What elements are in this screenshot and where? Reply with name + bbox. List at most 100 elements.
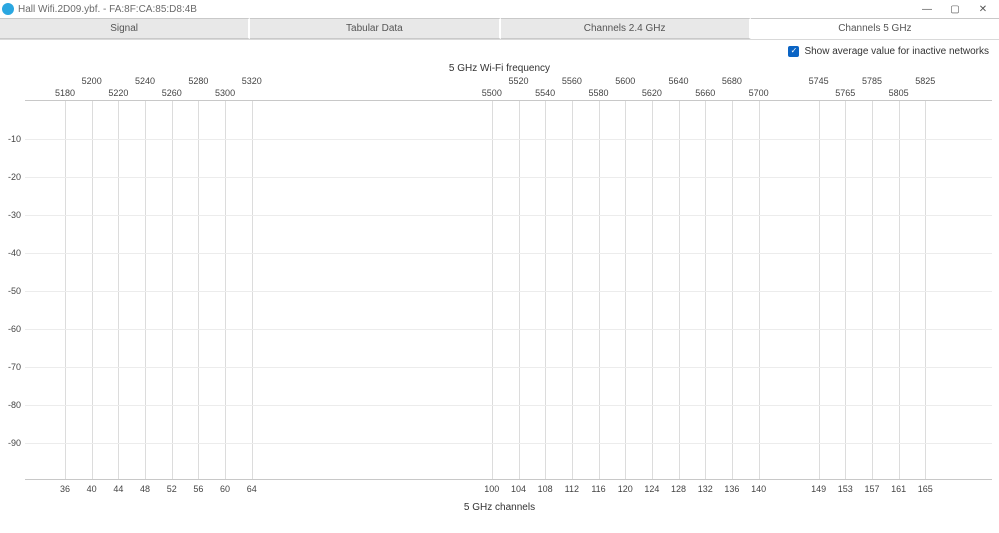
- channel-label: 36: [60, 484, 70, 494]
- channel-label: 165: [918, 484, 933, 494]
- window-controls: — ▢ ✕: [913, 0, 997, 18]
- window-title: Hall Wifi.2D09.ybf. - FA:8F:CA:85:D8:4B: [18, 4, 913, 15]
- gridline-vertical: [759, 101, 760, 479]
- y-tick-label: -30: [8, 210, 21, 220]
- y-tick-label: -40: [8, 248, 21, 258]
- y-tick-label: -90: [8, 438, 21, 448]
- gridline-vertical: [545, 101, 546, 479]
- freq-label: 5280: [188, 76, 208, 86]
- gridline-horizontal: [25, 139, 992, 140]
- tab-bar: Signal Tabular Data Channels 2.4 GHz Cha…: [0, 18, 999, 40]
- freq-label: 5300: [215, 88, 235, 98]
- freq-label: 5640: [669, 76, 689, 86]
- y-tick-label: -70: [8, 362, 21, 372]
- freq-label: 5660: [695, 88, 715, 98]
- freq-label: 5600: [615, 76, 635, 86]
- channel-label: 104: [511, 484, 526, 494]
- freq-label: 5580: [589, 88, 609, 98]
- gridline-horizontal: [25, 443, 992, 444]
- show-avg-checkbox[interactable]: ✓: [788, 46, 799, 57]
- gridline-vertical: [599, 101, 600, 479]
- channel-label: 100: [484, 484, 499, 494]
- freq-label: 5805: [889, 88, 909, 98]
- channel-label: 112: [565, 484, 579, 494]
- gridline-horizontal: [25, 329, 992, 330]
- channel-label: 161: [891, 484, 906, 494]
- tab-channels-5ghz[interactable]: Channels 5 GHz: [751, 18, 999, 39]
- freq-label: 5540: [535, 88, 555, 98]
- tab-label: Tabular Data: [346, 23, 403, 34]
- maximize-button[interactable]: ▢: [941, 0, 969, 18]
- freq-label: 5785: [862, 76, 882, 86]
- plot: -10-20-30-40-50-60-70-80-90: [25, 100, 992, 480]
- tab-tabular-data[interactable]: Tabular Data: [250, 18, 500, 39]
- tab-label: Channels 2.4 GHz: [584, 23, 666, 34]
- gridline-vertical: [679, 101, 680, 479]
- gridline-vertical: [519, 101, 520, 479]
- freq-label: 5765: [835, 88, 855, 98]
- gridline-vertical: [732, 101, 733, 479]
- channel-label: 44: [113, 484, 123, 494]
- gridline-vertical: [92, 101, 93, 479]
- gridline-vertical: [572, 101, 573, 479]
- tab-signal[interactable]: Signal: [0, 18, 250, 39]
- y-tick-label: -80: [8, 400, 21, 410]
- freq-label: 5825: [915, 76, 935, 86]
- freq-label: 5240: [135, 76, 155, 86]
- freq-label: 5620: [642, 88, 662, 98]
- gridline-vertical: [145, 101, 146, 479]
- freq-label: 5560: [562, 76, 582, 86]
- freq-labels-row2: 5180522052605300550055405580562056605700…: [25, 88, 992, 100]
- channel-label: 64: [247, 484, 257, 494]
- freq-label: 5220: [108, 88, 128, 98]
- gridline-vertical: [65, 101, 66, 479]
- gridline-horizontal: [25, 253, 992, 254]
- gridline-vertical: [899, 101, 900, 479]
- y-tick-label: -20: [8, 172, 21, 182]
- minimize-button[interactable]: —: [913, 0, 941, 18]
- channel-label: 140: [751, 484, 766, 494]
- gridline-vertical: [845, 101, 846, 479]
- close-button[interactable]: ✕: [969, 0, 997, 18]
- channel-label: 116: [591, 484, 605, 494]
- y-tick-label: -60: [8, 324, 21, 334]
- channel-label: 40: [87, 484, 97, 494]
- gridline-vertical: [492, 101, 493, 479]
- tab-label: Signal: [110, 23, 138, 34]
- freq-label: 5500: [482, 88, 502, 98]
- gridline-horizontal: [25, 177, 992, 178]
- gridline-vertical: [625, 101, 626, 479]
- channel-label: 120: [618, 484, 633, 494]
- gridline-horizontal: [25, 367, 992, 368]
- app-icon: [2, 3, 14, 15]
- show-avg-label: Show average value for inactive networks: [804, 46, 989, 57]
- titlebar: Hall Wifi.2D09.ybf. - FA:8F:CA:85:D8:4B …: [0, 0, 999, 18]
- channel-label: 128: [671, 484, 686, 494]
- gridline-vertical: [705, 101, 706, 479]
- gridline-vertical: [872, 101, 873, 479]
- freq-label: 5680: [722, 76, 742, 86]
- chart-title-bottom: 5 GHz channels: [0, 496, 999, 513]
- gridline-vertical: [118, 101, 119, 479]
- channel-label: 157: [864, 484, 879, 494]
- chart-title-top: 5 GHz Wi-Fi frequency: [0, 62, 999, 76]
- freq-label: 5320: [242, 76, 262, 86]
- freq-label: 5520: [508, 76, 528, 86]
- options-row: ✓ Show average value for inactive networ…: [0, 40, 999, 62]
- tab-label: Channels 5 GHz: [838, 23, 911, 34]
- channel-label: 124: [644, 484, 659, 494]
- gridline-vertical: [652, 101, 653, 479]
- gridline-vertical: [172, 101, 173, 479]
- freq-labels-row1: 5200524052805320552055605600564056805745…: [25, 76, 992, 88]
- tab-channels-24ghz[interactable]: Channels 2.4 GHz: [501, 18, 751, 39]
- channel-label: 149: [811, 484, 826, 494]
- freq-label: 5200: [82, 76, 102, 86]
- channel-label: 56: [193, 484, 203, 494]
- y-tick-label: -10: [8, 134, 21, 144]
- channel-label: 136: [724, 484, 739, 494]
- gridline-vertical: [225, 101, 226, 479]
- freq-label: 5260: [162, 88, 182, 98]
- channel-label: 132: [698, 484, 713, 494]
- chart-area: 5 GHz Wi-Fi frequency 5200 5240 5280 5320 55…: [0, 62, 999, 533]
- channel-label: 48: [140, 484, 150, 494]
